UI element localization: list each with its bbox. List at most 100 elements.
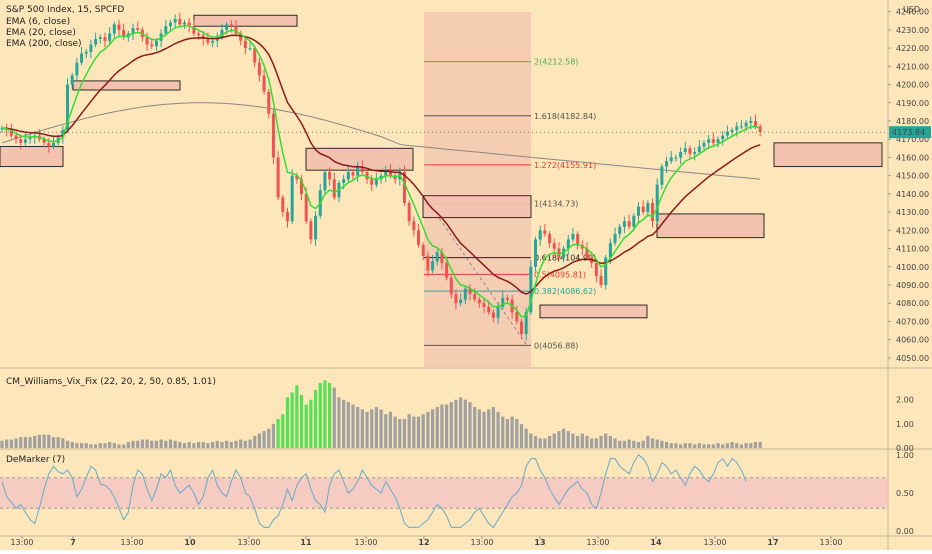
candle-body: [220, 29, 224, 38]
candle-body: [627, 221, 631, 227]
vix-bar: [215, 440, 219, 448]
vix-bar: [669, 443, 673, 448]
candle-body: [89, 44, 93, 52]
vix-bar: [337, 397, 341, 448]
vix-bar: [182, 443, 187, 448]
candle-body: [94, 38, 98, 45]
price-tick-label: 4160.00: [896, 153, 929, 162]
time-tick-label: 13:00: [703, 538, 726, 547]
candle-body: [482, 303, 486, 307]
vix-bar: [580, 433, 584, 448]
vix-bar: [178, 441, 182, 448]
vix-bar: [650, 438, 655, 448]
candle-body: [192, 26, 196, 34]
candle-body: [309, 221, 313, 240]
time-tick-label: 11: [300, 538, 312, 547]
fib-level-label: 0.618(4104.99): [534, 254, 596, 263]
vix-bar: [505, 419, 510, 448]
candle-body: [267, 91, 271, 114]
vix-bar: [576, 435, 580, 448]
candle-body: [206, 38, 210, 43]
vix-bar: [627, 439, 631, 448]
fib-level-label: 0.382(4086.62): [534, 287, 596, 296]
candle-body: [758, 126, 762, 132]
vix-tick-label: 1.00: [896, 420, 914, 429]
vix-bar: [679, 444, 683, 448]
candle-body: [749, 120, 753, 123]
candle-body: [243, 40, 247, 49]
candle-body: [225, 24, 229, 30]
vix-bar: [543, 438, 547, 448]
price-tick-label: 4070.00: [896, 317, 929, 326]
vix-bar: [220, 441, 224, 448]
price-tick-label: 4180.00: [896, 117, 929, 126]
vix-bar: [519, 423, 524, 448]
candle-body: [173, 18, 177, 23]
vix-bar: [702, 444, 706, 448]
candle-body: [651, 202, 655, 222]
vix-bar: [51, 437, 56, 448]
ema-20-path: [1, 34, 761, 295]
candle-body: [103, 37, 107, 41]
vix-bar: [482, 411, 486, 448]
vix-bar: [459, 397, 463, 448]
vix-bar: [622, 440, 627, 448]
vix-bar: [187, 441, 191, 448]
vix-bar: [749, 443, 753, 448]
time-tick-label: 13:00: [819, 538, 842, 547]
vix-bar: [328, 382, 332, 448]
candle-body: [257, 62, 261, 76]
candle-body: [693, 151, 697, 154]
vix-bar: [168, 439, 173, 448]
vix-bar: [19, 437, 23, 448]
vix-bar: [510, 416, 514, 448]
candle-body: [454, 294, 458, 304]
candle-body: [576, 233, 580, 245]
candle-body: [9, 130, 13, 136]
vix-bar: [613, 438, 617, 448]
price-tick-label: 4120.00: [896, 226, 929, 235]
candle-body: [487, 306, 491, 313]
candle-body: [477, 299, 481, 304]
price-axis: 4240.00 4230.00 4220.00 4210.00 4200.00 4190.…: [0, 8, 931, 363]
candle-body: [47, 142, 51, 147]
vix-bar: [529, 433, 533, 448]
candle-body: [548, 233, 552, 244]
candle-body: [108, 33, 112, 41]
candle-body: [168, 22, 172, 27]
vix-bar: [636, 441, 641, 448]
candle-body: [538, 230, 542, 240]
vix-bar: [416, 416, 421, 448]
candle-body: [665, 161, 669, 167]
zone-box: [539, 304, 648, 319]
price-tick-label: 4140.00: [896, 190, 929, 199]
candle-body: [431, 261, 435, 271]
candle-body: [725, 131, 729, 136]
time-axis: 13:00 7 13:00 10 13:00 11 13:00 12 13:00 13 13:00 1…: [10, 536, 843, 547]
vix-bar: [257, 433, 261, 448]
candle-body: [23, 139, 27, 143]
candle-body: [688, 148, 692, 154]
vix-bar: [313, 390, 318, 448]
vix-bar: [646, 435, 650, 448]
vix-bar: [585, 435, 589, 448]
candle-body: [608, 243, 612, 258]
last-price-badge: [889, 126, 931, 139]
vix-bar: [332, 387, 336, 448]
vix-bar: [632, 440, 636, 448]
vix-bar: [590, 438, 594, 448]
vix-bar: [248, 439, 252, 448]
candle-body: [417, 230, 421, 245]
vix-bar: [37, 434, 42, 448]
candle-body: [80, 53, 84, 63]
vix-bar: [501, 416, 505, 448]
candle-body: [707, 139, 711, 143]
vix-bar: [374, 406, 378, 448]
candle-body: [683, 148, 687, 152]
vix-bar: [243, 440, 247, 448]
vix-bar: [688, 443, 692, 448]
candle-body: [571, 233, 575, 240]
candle-body: [515, 312, 519, 322]
